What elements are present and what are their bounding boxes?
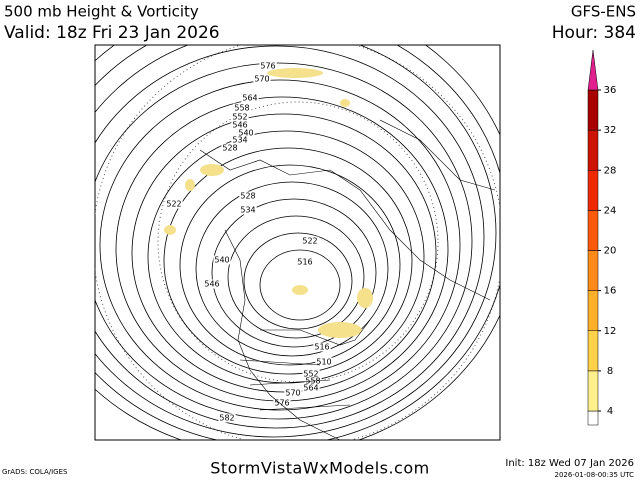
contour-line (259, 249, 341, 321)
contour-label: 564 (303, 384, 318, 393)
colorbar-below (587, 410, 599, 426)
contour-label: 522 (302, 237, 317, 246)
timestamp: 2026-01-08-00:35 UTC (555, 471, 635, 479)
contour-label: 534 (232, 136, 247, 145)
colorbar-tick-label: 12 (604, 326, 617, 337)
contour-label: 534 (240, 206, 255, 215)
colorbar-tick-label: 28 (604, 165, 617, 176)
colorbar-tick-label: 4 (607, 406, 613, 417)
contour-label: 516 (314, 343, 329, 352)
contour-label-bg (315, 357, 333, 367)
colorbar-segment (587, 250, 599, 291)
contour-label-bg (231, 135, 249, 145)
contour-label-bg (273, 398, 291, 408)
colorbar-tick-label: 20 (604, 246, 617, 257)
contour-line (227, 215, 365, 339)
contour-label: 564 (242, 94, 257, 103)
contour-label-bg (203, 279, 221, 289)
contour-label-bg (302, 369, 320, 379)
contour-line (179, 164, 401, 366)
contour-label: 570 (285, 389, 300, 398)
title: 500 mb Height & Vorticity (4, 3, 199, 21)
contour-label-bg (259, 61, 277, 71)
contour-label-bg (239, 205, 257, 215)
contour-label: 510 (316, 358, 331, 367)
contour-label: 528 (240, 192, 255, 201)
contour-label-bg (301, 236, 319, 246)
contour-line (163, 147, 413, 375)
credit: GrADS: COLA/IGES (2, 468, 68, 476)
site: StormVistaWxModels.com (210, 459, 429, 478)
contour-label-bg (231, 120, 249, 130)
contour-line (211, 198, 377, 348)
contour-label: 576 (260, 62, 275, 71)
contour-label-bg (218, 413, 236, 423)
colorbar-segment (587, 370, 599, 412)
colorbar-tick-label: 8 (607, 366, 613, 377)
contour-label: 546 (232, 121, 247, 130)
colorbar-segment (587, 170, 599, 211)
contour-label-bg (231, 112, 249, 122)
contour-label: 528 (222, 144, 237, 153)
contour-label-bg (284, 388, 302, 398)
contour-line (243, 232, 353, 330)
contour-label-bg (313, 342, 331, 352)
contour-label-bg (253, 74, 271, 84)
colorbar-tick-label: 32 (604, 125, 617, 136)
contour-label-bg (237, 128, 255, 138)
contour-label-bg (221, 143, 239, 153)
colorbar-tick-label: 36 (604, 85, 617, 96)
contour-label: 540 (238, 129, 253, 138)
forecast-hour: Hour: 384 (552, 23, 636, 43)
colorbar-segment (587, 290, 599, 331)
colorbar-segment (587, 210, 599, 251)
contour-line (99, 79, 461, 411)
contour-line (95, 45, 497, 438)
contour-label: 516 (297, 258, 312, 267)
contour-line (195, 181, 389, 357)
colorbar-segment (587, 129, 599, 171)
contour-label: 558 (234, 104, 249, 113)
contour-label-bg (233, 103, 251, 113)
model: GFS-ENS (571, 3, 636, 21)
contour-label: 582 (219, 414, 234, 423)
contour-label-bg (239, 191, 257, 201)
map-panel: 5765705645585525465405345285225285345405… (94, 44, 501, 441)
contour-label: 540 (214, 256, 229, 265)
init-time: Init: 18z Wed 07 Jan 2026 (505, 458, 634, 469)
contour-label: 552 (232, 113, 247, 122)
contour-label: 546 (204, 280, 219, 289)
colorbar-tick-label: 16 (604, 286, 617, 297)
colorbar: 4 8 12 16 20 24 28 32 36 (587, 49, 617, 426)
contour-label-bg (165, 199, 183, 209)
contour-label: 576 (274, 399, 289, 408)
colorbar-above (587, 49, 599, 91)
contour-label: 522 (166, 200, 181, 209)
contour-label-bg (296, 257, 314, 267)
contour-label: 570 (254, 75, 269, 84)
contour-label-bg (302, 383, 320, 393)
colorbar-segment (587, 330, 599, 372)
colorbar-segment (587, 89, 599, 131)
contour-line (95, 62, 473, 420)
contour-line (95, 45, 485, 429)
contour-label-bg (241, 93, 259, 103)
valid-time: Valid: 18z Fri 23 Jan 2026 (4, 23, 220, 43)
contour-label-bg (213, 255, 231, 265)
contour-label: 552 (303, 370, 318, 379)
contour-line (131, 113, 437, 393)
colorbar-tick-label: 24 (604, 205, 617, 216)
